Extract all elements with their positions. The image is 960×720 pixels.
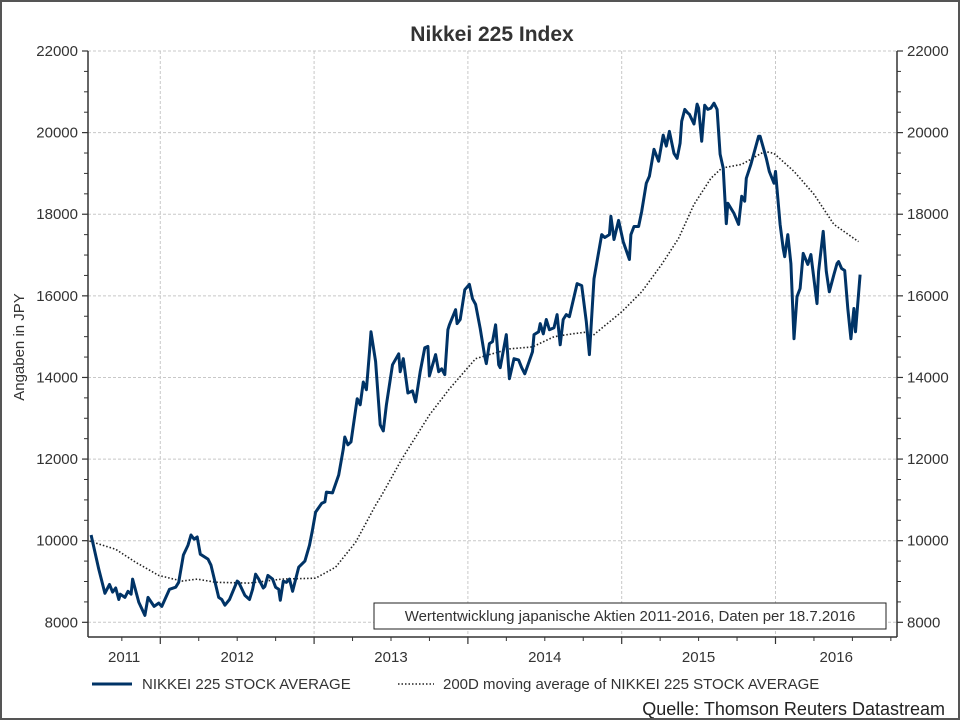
x-tick-label: 2014	[528, 649, 561, 666]
annotation-frame	[373, 602, 887, 630]
grid	[88, 50, 897, 637]
y-tick-label-left: 22000	[36, 43, 78, 60]
x-tick-label: 2015	[682, 649, 715, 666]
series-line-nikkei-225	[89, 101, 862, 617]
y-tick-label-left: 14000	[36, 369, 78, 386]
y-tick-label-left: 16000	[36, 288, 78, 305]
ticks: 8000 8000 10000 10000 12000 12000 14000 14000 16…	[36, 43, 948, 666]
y-tick-label-left: 8000	[45, 614, 78, 631]
source-text: Quelle: Thomson Reuters Datastream	[642, 699, 945, 719]
y-tick-label-right: 12000	[907, 451, 949, 468]
y-tick-label-right: 10000	[907, 533, 949, 550]
y-tick-label-left: 10000	[36, 533, 78, 550]
x-tick-label: 2016	[820, 649, 853, 666]
y-tick-label-right: 18000	[907, 206, 949, 223]
legend-label-main: NIKKEI 225 STOCK AVERAGE	[142, 676, 351, 693]
axes	[87, 51, 898, 638]
y-axis-label: Angaben in JPY	[11, 293, 28, 401]
series-line-200d-moving-average	[89, 150, 859, 584]
chart-title: Nikkei 225 Index	[410, 23, 574, 46]
y-tick-label-right: 8000	[907, 614, 940, 631]
y-tick-label-left: 12000	[36, 451, 78, 468]
series-lines	[89, 101, 862, 617]
x-tick-label: 2012	[221, 649, 254, 666]
y-tick-label-left: 18000	[36, 206, 78, 223]
y-tick-label-right: 14000	[907, 369, 949, 386]
legend-label-ma: 200D moving average of NIKKEI 225 STOCK …	[443, 676, 819, 693]
y-tick-label-right: 22000	[907, 43, 949, 60]
legend: NIKKEI 225 STOCK AVERAGE 200D moving ave…	[92, 676, 819, 693]
annotation-text: Wertentwicklung japanische Aktien 2011-2…	[405, 608, 856, 625]
y-tick-label-right: 20000	[907, 125, 949, 142]
y-tick-label-left: 20000	[36, 125, 78, 142]
annotation-box: Wertentwicklung japanische Aktien 2011-2…	[373, 602, 887, 630]
x-tick-label: 2013	[374, 649, 407, 666]
x-tick-label: 2011	[108, 649, 140, 666]
y-tick-label-right: 16000	[907, 288, 949, 305]
